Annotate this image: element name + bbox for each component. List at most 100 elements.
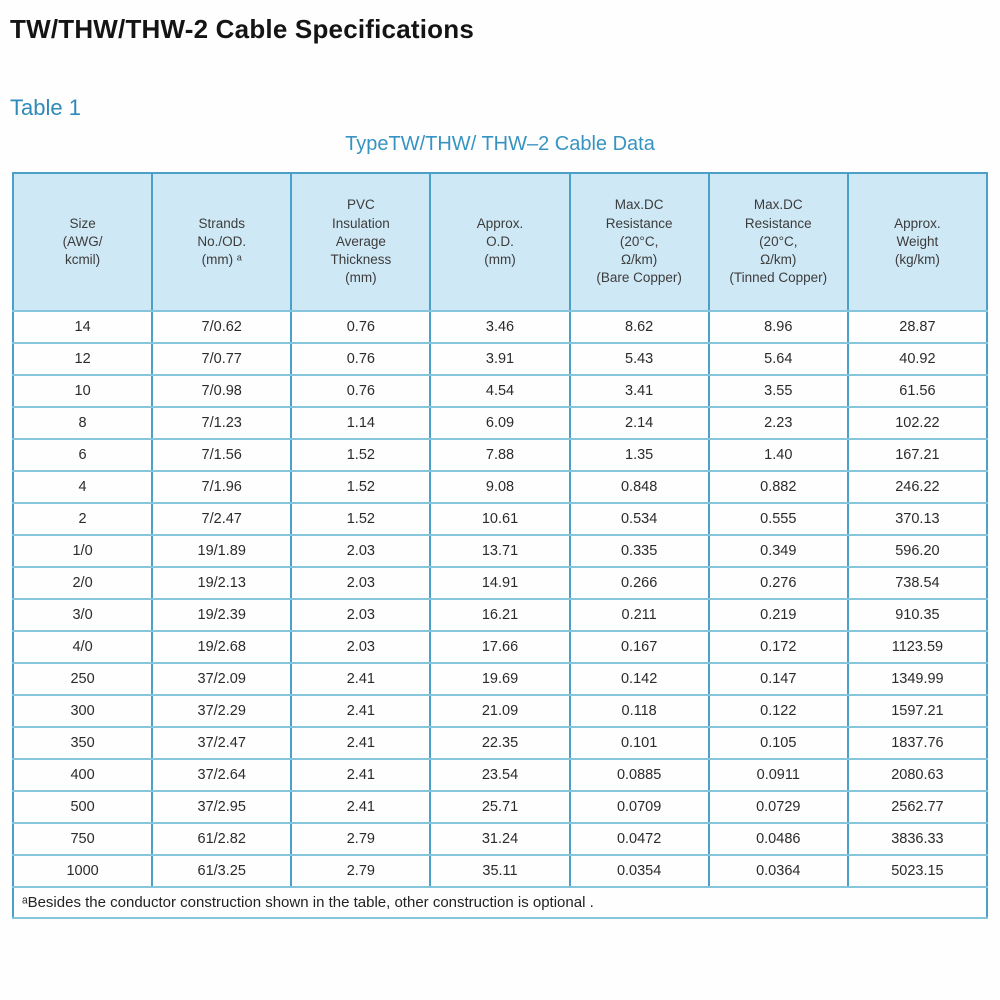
table-cell: 750: [11, 822, 154, 856]
table-cell: 0.167: [568, 630, 710, 664]
table-cell: 4.54: [429, 374, 571, 408]
table-cell: 2.03: [290, 534, 432, 568]
table-cell: 5023.15: [846, 854, 989, 888]
table-cell: 596.20: [846, 534, 989, 568]
table-cell: 738.54: [846, 566, 989, 600]
table-cell: 16.21: [429, 598, 571, 632]
table-header: Size (AWG/ kcmil) Strands No./OD. (mm) ᵃ…: [11, 172, 989, 312]
table-cell: 0.122: [707, 694, 849, 728]
table-row: 4 7/1.96 1.52 9.08 0.848 0.882 246.22: [11, 470, 989, 504]
table-cell: 7/0.77: [151, 342, 293, 376]
column-header-resistance-bare: Max.DC Resistance (20°C, Ω/km) (Bare Cop…: [568, 172, 710, 312]
table-cell: 21.09: [429, 694, 571, 728]
table-cell: 6: [11, 438, 154, 472]
table-cell: 19.69: [429, 662, 571, 696]
table-cell: 28.87: [846, 310, 989, 344]
table-cell: 8: [11, 406, 154, 440]
table-cell: 61.56: [846, 374, 989, 408]
table-row: 500 37/2.95 2.41 25.71 0.0709 0.0729 2562.77: [11, 790, 989, 824]
table-cell: 37/2.29: [151, 694, 293, 728]
table-cell: 0.0709: [568, 790, 710, 824]
table-cell: 2.03: [290, 598, 432, 632]
table-cell: 37/2.95: [151, 790, 293, 824]
table-cell: 5.43: [568, 342, 710, 376]
table-cell: 0.0911: [707, 758, 849, 792]
table-cell: 0.105: [707, 726, 849, 760]
table-cell: 0.76: [290, 342, 432, 376]
table-cell: 19/2.13: [151, 566, 293, 600]
table-cell: 19/2.39: [151, 598, 293, 632]
table-cell: 8.62: [568, 310, 710, 344]
table-row: 10 7/0.98 0.76 4.54 3.41 3.55 61.56: [11, 374, 989, 408]
table-cell: 3/0: [11, 598, 154, 632]
table-cell: 7/0.98: [151, 374, 293, 408]
table-cell: 4/0: [11, 630, 154, 664]
table-cell: 2.03: [290, 566, 432, 600]
column-header-insulation-thickness: PVC Insulation Average Thickness (mm): [290, 172, 432, 312]
footnote-row: ᵃBesides the conductor construction show…: [12, 886, 988, 919]
table-cell: 1.52: [290, 438, 432, 472]
table-cell: 7/1.23: [151, 406, 293, 440]
table-cell: 1/0: [11, 534, 154, 568]
table-cell: 35.11: [429, 854, 571, 888]
table-cell: 61/3.25: [151, 854, 293, 888]
table-footer: ᵃBesides the conductor construction show…: [12, 886, 988, 919]
table-cell: 0.276: [707, 566, 849, 600]
table-cell: 167.21: [846, 438, 989, 472]
table-cell: 2.41: [290, 694, 432, 728]
table-cell: 370.13: [846, 502, 989, 536]
table-cell: 0.555: [707, 502, 849, 536]
table-cell: 14.91: [429, 566, 571, 600]
table-cell: 7.88: [429, 438, 571, 472]
table-cell: 22.35: [429, 726, 571, 760]
table-cell: 0.349: [707, 534, 849, 568]
table-cell: 23.54: [429, 758, 571, 792]
table-cell: 61/2.82: [151, 822, 293, 856]
table-row: 4/0 19/2.68 2.03 17.66 0.167 0.172 1123.59: [11, 630, 989, 664]
table-cell: 0.0486: [707, 822, 849, 856]
table-caption: TypeTW/THW/ THW–2 Cable Data: [345, 133, 655, 155]
table-cell: 19/2.68: [151, 630, 293, 664]
table-cell: 3.55: [707, 374, 849, 408]
table-row: 250 37/2.09 2.41 19.69 0.142 0.147 1349.99: [11, 662, 989, 696]
table-cell: 2562.77: [846, 790, 989, 824]
table-cell: 0.76: [290, 310, 432, 344]
table-cell: 3.91: [429, 342, 571, 376]
table-footnote: ᵃBesides the conductor construction show…: [12, 886, 988, 919]
table-cell: 0.0885: [568, 758, 710, 792]
table-cell: 1.52: [290, 470, 432, 504]
table-row: 300 37/2.29 2.41 21.09 0.118 0.122 1597.21: [11, 694, 989, 728]
table-cell: 3.41: [568, 374, 710, 408]
table-cell: 6.09: [429, 406, 571, 440]
table-cell: 1.14: [290, 406, 432, 440]
table-cell: 0.0472: [568, 822, 710, 856]
table-row: 350 37/2.47 2.41 22.35 0.101 0.105 1837.76: [11, 726, 989, 760]
table-row: 8 7/1.23 1.14 6.09 2.14 2.23 102.22: [11, 406, 989, 440]
table-row: 6 7/1.56 1.52 7.88 1.35 1.40 167.21: [11, 438, 989, 472]
table-cell: 2.41: [290, 758, 432, 792]
column-header-approx-weight: Approx. Weight (kg/km): [846, 172, 989, 312]
table-cell: 0.335: [568, 534, 710, 568]
table-row: 1/0 19/1.89 2.03 13.71 0.335 0.349 596.20: [11, 534, 989, 568]
table-row: 2/0 19/2.13 2.03 14.91 0.266 0.276 738.54: [11, 566, 989, 600]
table-cell: 102.22: [846, 406, 989, 440]
table-cell: 2: [11, 502, 154, 536]
column-header-resistance-tinned: Max.DC Resistance (20°C, Ω/km) (Tinned C…: [707, 172, 849, 312]
table-row: 3/0 19/2.39 2.03 16.21 0.211 0.219 910.35: [11, 598, 989, 632]
table-cell: 37/2.09: [151, 662, 293, 696]
table-cell: 400: [11, 758, 154, 792]
table-cell: 0.211: [568, 598, 710, 632]
table-cell: 17.66: [429, 630, 571, 664]
table-cell: 0.142: [568, 662, 710, 696]
table-cell: 14: [11, 310, 154, 344]
table-cell: 2.14: [568, 406, 710, 440]
table-cell: 3836.33: [846, 822, 989, 856]
table-cell: 37/2.47: [151, 726, 293, 760]
table-cell: 2.41: [290, 662, 432, 696]
table-cell: 1349.99: [846, 662, 989, 696]
table-label: Table 1: [10, 95, 81, 120]
table-cell: 9.08: [429, 470, 571, 504]
table-cell: 0.0364: [707, 854, 849, 888]
table-cell: 10: [11, 374, 154, 408]
